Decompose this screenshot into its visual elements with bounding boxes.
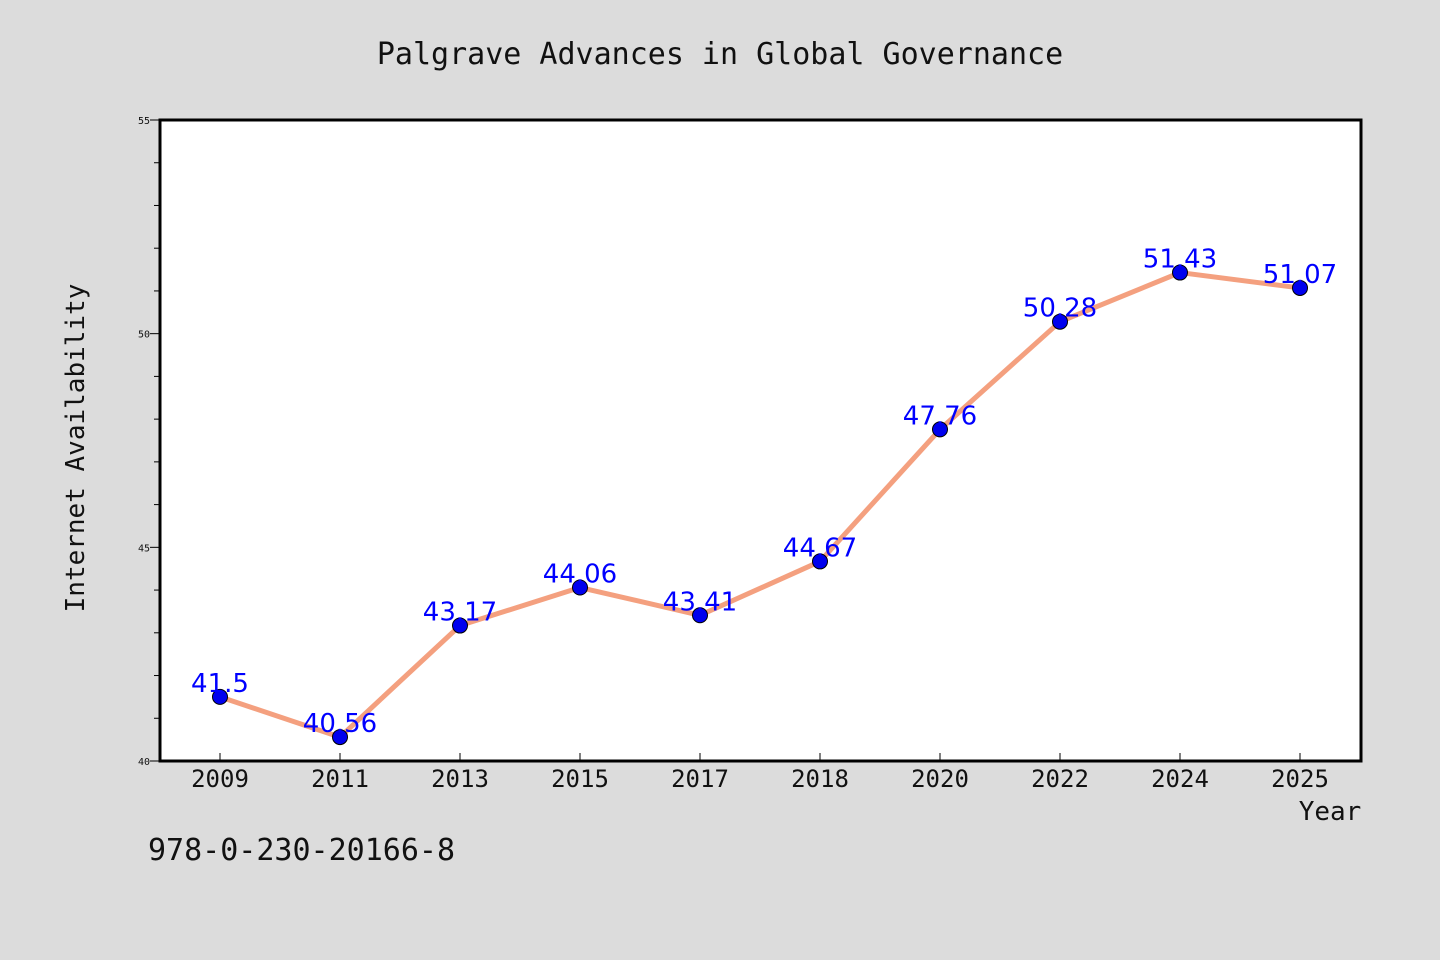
y-tick-label: 45 [138, 543, 150, 554]
x-tick-label: 2015 [551, 765, 609, 793]
data-label: 51.07 [1263, 260, 1337, 290]
x-tick-label: 2017 [671, 765, 729, 793]
data-point [452, 617, 468, 634]
data-label: 50.28 [1023, 294, 1097, 324]
data-label: 44.67 [783, 533, 857, 563]
x-tick-label: 2009 [191, 765, 249, 793]
x-axis-title: Year [1299, 797, 1362, 827]
data-label: 43.41 [663, 587, 737, 617]
y-axis-title: Internet Availability [61, 284, 91, 613]
x-tick-label: 2018 [791, 765, 849, 793]
series-line [219, 270, 1301, 740]
data-point [1172, 264, 1188, 281]
y-tick-label: 50 [138, 330, 150, 341]
data-point [1052, 313, 1068, 330]
chart-title: Palgrave Advances in Global Governance [377, 37, 1063, 72]
x-tick-label: 2024 [1151, 765, 1209, 793]
data-label: 44.06 [543, 560, 617, 590]
isbn-text: 978-0-230-20166-8 [148, 833, 456, 868]
x-tick-label: 2013 [431, 765, 489, 793]
data-point [692, 607, 708, 624]
y-axis: 40 45 50 55 [138, 116, 160, 768]
data-point [932, 421, 948, 438]
y-tick-label: 40 [138, 757, 150, 768]
data-point [212, 688, 228, 705]
data-point [332, 729, 348, 746]
data-label: 47.76 [903, 401, 977, 431]
data-point [1292, 279, 1308, 296]
x-tick-label: 2020 [911, 765, 969, 793]
data-label: 40.56 [303, 709, 377, 739]
x-tick-label: 2011 [311, 765, 369, 793]
series-group: 41.5 40.56 43.17 44.06 43.41 44.67 47.76 50.28 5… [191, 245, 1337, 746]
plot-area [158, 118, 1363, 763]
x-tick-label: 2022 [1031, 765, 1089, 793]
data-label: 51.43 [1143, 245, 1217, 275]
y-tick-label: 55 [138, 116, 150, 127]
data-label: 43.17 [423, 598, 497, 628]
data-label: 41.5 [191, 669, 249, 699]
x-axis: 2009 2011 2013 2015 2017 2018 2020 2022 2024 2025 [191, 753, 1329, 793]
data-point [572, 579, 588, 596]
data-point [812, 553, 828, 570]
x-tick-label: 2025 [1271, 765, 1329, 793]
